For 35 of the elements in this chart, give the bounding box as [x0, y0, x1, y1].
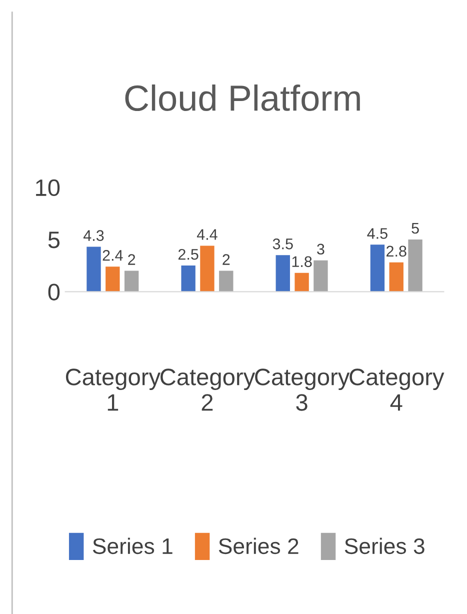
bar: [276, 255, 290, 292]
data-label: 4.5: [367, 228, 388, 239]
bar: [181, 266, 196, 292]
data-label: 5: [412, 223, 419, 234]
data-label: 2.5: [178, 248, 198, 260]
y-tick-label: 10: [36, 179, 60, 196]
legend-label: Series 2: [218, 538, 298, 554]
y-tick-label: 0: [48, 284, 60, 300]
bar: [370, 244, 385, 292]
x-tick-label: Category 2: [160, 368, 256, 411]
y-tick-label: 5: [48, 232, 60, 248]
x-tick-label: Category 3: [255, 368, 350, 411]
data-label: 2.8: [386, 246, 406, 257]
bar: [86, 246, 101, 292]
bar: [124, 270, 139, 292]
bar: [389, 262, 404, 292]
x-tick-label: Category 1: [66, 368, 161, 411]
x-tick-label: Category 4: [350, 368, 444, 411]
data-label: 2: [222, 254, 230, 265]
legend-label: Series 1: [92, 538, 172, 554]
chart-title: Cloud Platform: [125, 84, 360, 112]
bar: [219, 270, 234, 292]
bar: [294, 272, 309, 292]
data-label: 4.4: [196, 229, 218, 240]
data-label: 3.5: [272, 238, 293, 250]
data-label: 1.8: [292, 256, 312, 268]
bar: [200, 246, 214, 292]
data-label: 3: [317, 244, 324, 255]
data-label: 4.3: [83, 230, 104, 241]
data-label: 2.4: [102, 250, 123, 261]
bar: [314, 260, 328, 292]
bar: [106, 266, 120, 292]
legend-label: Series 3: [344, 538, 424, 554]
data-label: 2: [128, 254, 136, 265]
bar: [408, 239, 422, 292]
